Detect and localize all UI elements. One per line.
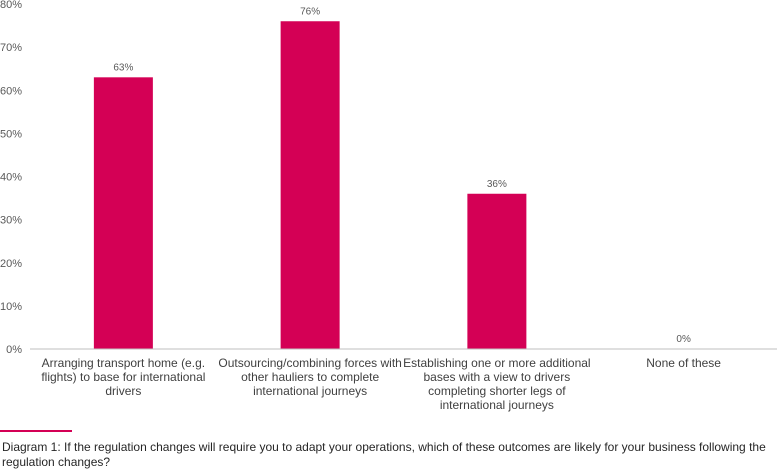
bar [93,77,153,349]
data-label: 76% [300,6,320,17]
y-tick-label: 20% [0,258,22,270]
x-tick-label: None of these [646,356,721,370]
data-label: 63% [113,62,133,73]
y-axis: 0% 10% 20% 30% 40% 50% 60% 70% 80% [0,0,22,356]
y-tick-label: 80% [0,0,22,11]
y-tick-label: 60% [0,85,22,97]
y-tick-label: 10% [0,301,22,313]
y-tick-label: 0% [6,344,22,356]
bars [93,21,527,349]
bar-chart: 0% 10% 20% 30% 40% 50% 60% 70% 80% 63% 76% 36% 0% [0,0,777,356]
x-tick-label: Outsourcing/combining forces with other … [218,356,402,398]
bar [467,193,527,349]
y-tick-label: 50% [0,128,22,140]
caption-rule [0,430,72,432]
data-label: 0% [676,334,691,345]
x-tick-label: Establishing one or more additional base… [403,356,591,412]
data-labels: 63% 76% 36% 0% [113,6,691,345]
x-tick-label: Arranging transport home (e.g. flights) … [41,356,206,398]
data-label: 36% [487,179,507,190]
figure-caption: Diagram 1: If the regulation changes wil… [2,440,766,469]
y-tick-label: 70% [0,42,22,54]
y-tick-label: 30% [0,215,22,227]
bar [280,21,340,349]
y-tick-label: 40% [0,172,22,184]
